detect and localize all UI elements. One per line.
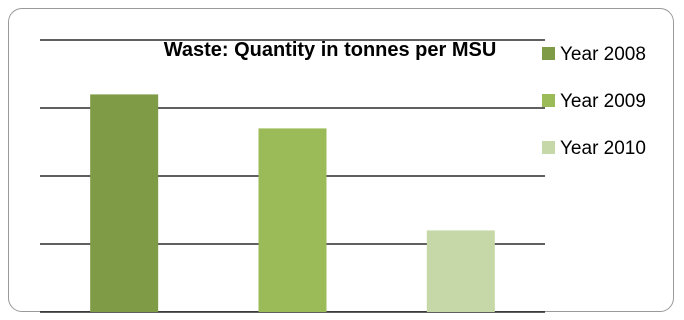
- legend-swatch: [542, 94, 555, 107]
- legend-swatch: [542, 141, 555, 154]
- bar-year-2008: [90, 94, 159, 313]
- legend-swatch: [542, 47, 555, 60]
- legend-label: Year 2008: [560, 44, 646, 65]
- legend-label: Year 2009: [560, 91, 646, 112]
- bars: [90, 94, 495, 313]
- chart-title: Waste: Quantity in tonnes per MSU: [164, 39, 497, 61]
- bar-year-2010: [426, 230, 495, 312]
- bar-year-2009: [258, 128, 327, 312]
- legend-label: Year 2010: [560, 138, 646, 159]
- legend: Year 2008 Year 2009 Year 2010: [542, 44, 646, 159]
